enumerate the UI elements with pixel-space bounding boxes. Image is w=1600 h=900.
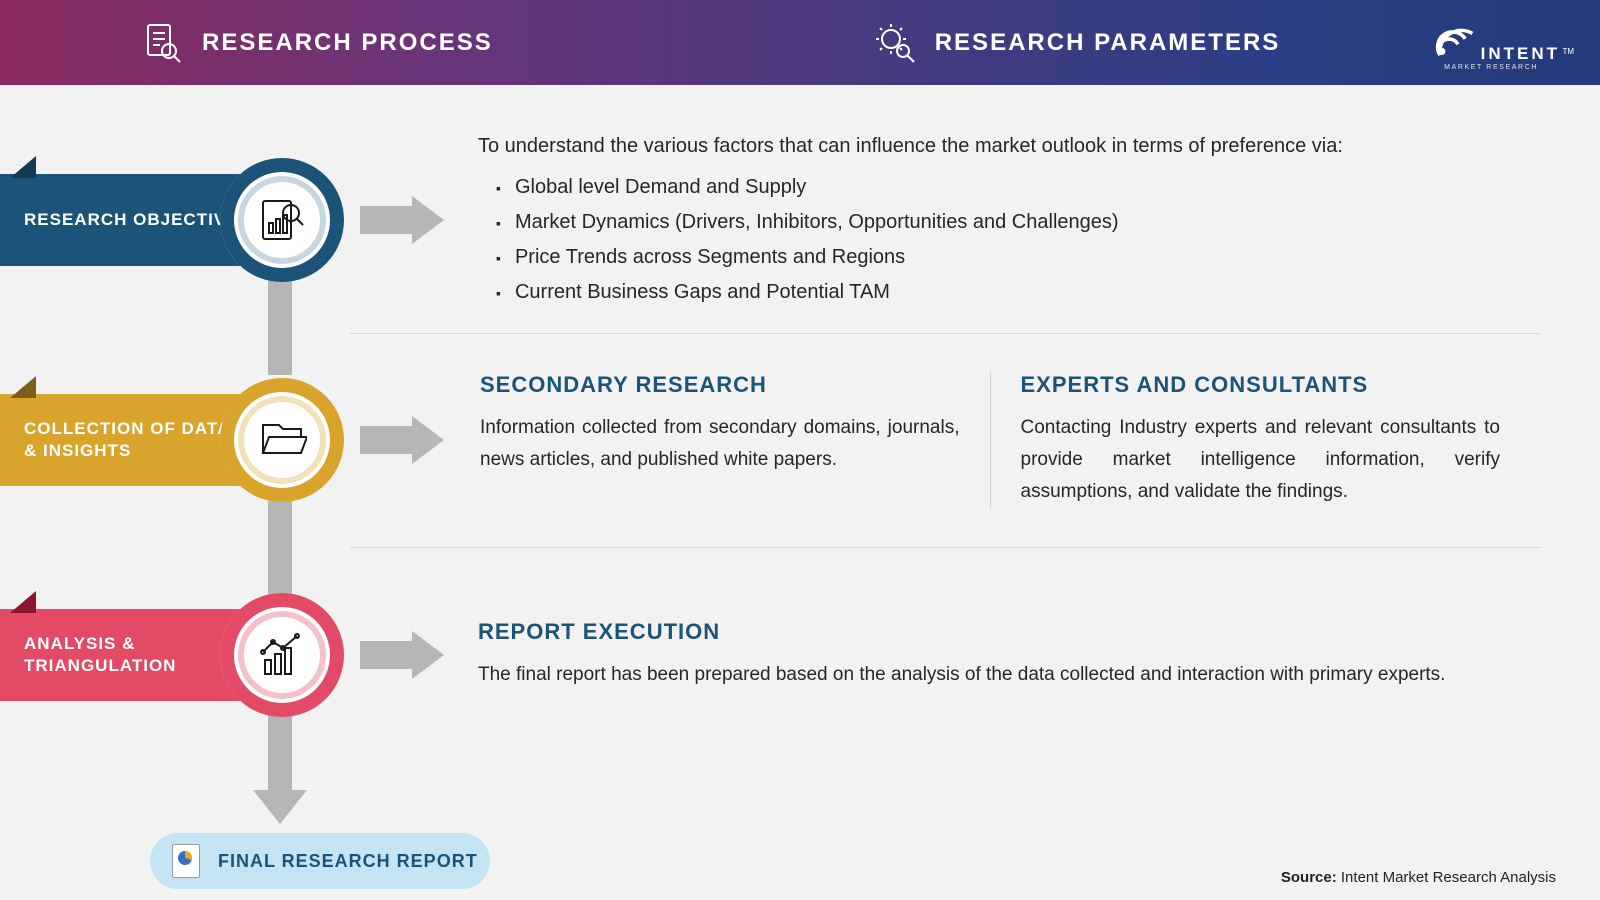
secondary-research-column: SECONDARY RESEARCH Information collected… bbox=[450, 372, 990, 509]
step-1-intro: To understand the various factors that c… bbox=[478, 130, 1530, 163]
bullet-item: Current Business Gaps and Potential TAM bbox=[496, 276, 1530, 309]
header-right-title: RESEARCH PARAMETERS bbox=[935, 29, 1281, 57]
bullet-item: Price Trends across Segments and Regions bbox=[496, 241, 1530, 274]
logo-tm: TM bbox=[1562, 47, 1574, 56]
step-analysis: ANALYSIS & TRIANGULATION REPORT EXECUTIO… bbox=[0, 560, 1600, 750]
header-left-title: RESEARCH PROCESS bbox=[202, 29, 493, 57]
column-title: EXPERTS AND CONSULTANTS bbox=[1021, 372, 1501, 398]
column-title: SECONDARY RESEARCH bbox=[480, 372, 960, 398]
step-2-label: COLLECTION OF DATA & INSIGHTS bbox=[0, 394, 240, 486]
step-1-content: To understand the various factors that c… bbox=[478, 130, 1600, 311]
step-3-label: ANALYSIS & TRIANGULATION bbox=[0, 609, 240, 701]
step-2-badge bbox=[220, 378, 344, 502]
header-bar: RESEARCH PROCESS RESEARCH PARAMETERS INT… bbox=[0, 0, 1600, 85]
arrow-right-icon bbox=[360, 633, 450, 677]
divider-2 bbox=[350, 547, 1540, 548]
header-left: RESEARCH PROCESS bbox=[140, 21, 493, 65]
step-2-content: SECONDARY RESEARCH Information collected… bbox=[450, 372, 1600, 509]
header-right: RESEARCH PARAMETERS bbox=[873, 21, 1281, 65]
document-search-icon bbox=[140, 21, 184, 65]
step-3-content: REPORT EXECUTION The final report has be… bbox=[478, 619, 1600, 691]
source-value: Intent Market Research Analysis bbox=[1341, 869, 1556, 886]
step-research-objective: RESEARCH OBJECTIVE To understand the var… bbox=[0, 125, 1600, 315]
section-text: The final report has been prepared based… bbox=[478, 659, 1520, 691]
source-citation: Source: Intent Market Research Analysis bbox=[1281, 869, 1556, 886]
document-analysis-icon bbox=[257, 195, 307, 245]
step-1-bullets: Global level Demand and Supply Market Dy… bbox=[478, 171, 1530, 309]
arrow-right-icon bbox=[360, 198, 450, 242]
step-1-badge bbox=[220, 158, 344, 282]
connector-arrowhead bbox=[253, 790, 307, 824]
brand-logo: INTENT TM MARKET RESEARCH bbox=[1422, 15, 1560, 71]
bar-chart-trend-icon bbox=[257, 630, 307, 680]
logo-name: INTENT bbox=[1481, 45, 1560, 62]
section-title: REPORT EXECUTION bbox=[478, 619, 1520, 645]
arrow-right-icon bbox=[360, 418, 450, 462]
step-1-label: RESEARCH OBJECTIVE bbox=[0, 174, 240, 266]
column-text: Contacting Industry experts and relevant… bbox=[1021, 412, 1501, 509]
experts-column: EXPERTS AND CONSULTANTS Contacting Indus… bbox=[990, 372, 1531, 509]
bullet-item: Global level Demand and Supply bbox=[496, 171, 1530, 204]
folder-icon bbox=[257, 415, 307, 465]
final-report-pill: FINAL RESEARCH REPORT bbox=[150, 833, 490, 889]
final-report-label: FINAL RESEARCH REPORT bbox=[218, 851, 478, 872]
logo-arcs-icon bbox=[1422, 15, 1476, 59]
column-text: Information collected from secondary dom… bbox=[480, 412, 960, 477]
report-document-icon bbox=[172, 844, 200, 878]
content-area: RESEARCH OBJECTIVE To understand the var… bbox=[0, 85, 1600, 900]
step-data-collection: COLLECTION OF DATA & INSIGHTS SECONDARY … bbox=[0, 345, 1600, 535]
divider-1 bbox=[350, 333, 1540, 334]
step-3-badge bbox=[220, 593, 344, 717]
gear-search-icon bbox=[873, 21, 917, 65]
bullet-item: Market Dynamics (Drivers, Inhibitors, Op… bbox=[496, 206, 1530, 239]
source-label: Source: bbox=[1281, 869, 1337, 886]
logo-subtitle: MARKET RESEARCH bbox=[1422, 64, 1560, 71]
